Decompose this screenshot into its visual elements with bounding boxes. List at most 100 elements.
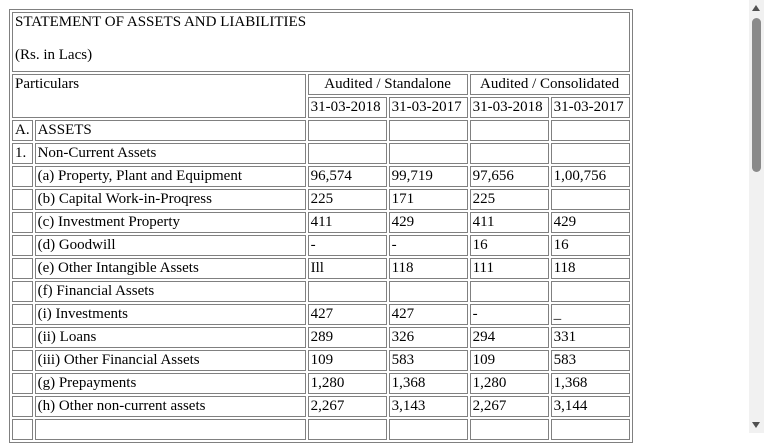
- row-serial: 1.: [12, 143, 33, 164]
- value-cell: 1,368: [550, 373, 630, 394]
- table-row: (d) Goodwill - -16 16: [12, 235, 630, 256]
- value-cell: [550, 120, 630, 141]
- date-header: 31-03-2017: [550, 97, 630, 118]
- value-cell: 171: [388, 189, 468, 210]
- row-label: (h) Other non-current assets: [34, 396, 306, 417]
- row-serial: [12, 396, 33, 417]
- table-row: (h) Other non-current assets 2,267 3,143 2,…: [12, 396, 630, 417]
- row-label: (c) Investment Property: [34, 212, 306, 233]
- statement-title: STATEMENT OF ASSETS AND LIABILITIES: [15, 14, 307, 30]
- row-label: (a) Property, Plant and Equipment: [34, 166, 306, 187]
- value-cell: 2,267: [307, 396, 387, 417]
- row-label: Non-Current Assets: [34, 143, 306, 164]
- value-cell: 225: [469, 189, 549, 210]
- value-cell: 97,656: [469, 166, 549, 187]
- value-cell: [550, 281, 630, 302]
- value-cell: [550, 143, 630, 164]
- scroll-up-arrow-icon[interactable]: [752, 5, 760, 11]
- row-label: ASSETS: [34, 120, 306, 141]
- standalone-group-header: Audited / Standalone: [307, 74, 468, 95]
- value-cell: 111: [469, 258, 549, 279]
- table-row: (ii) Loans 289 326 294 331: [12, 327, 630, 348]
- row-serial: [12, 419, 33, 440]
- value-cell: [307, 143, 387, 164]
- row-serial: [12, 235, 33, 256]
- value-cell: 1,280: [307, 373, 387, 394]
- value-cell: [388, 419, 468, 440]
- value-cell: 1,280: [469, 373, 549, 394]
- value-cell: 331: [550, 327, 630, 348]
- value-cell: 96,574: [307, 166, 387, 187]
- value-cell: [469, 419, 549, 440]
- value-cell: -: [469, 304, 549, 325]
- vertical-scrollbar[interactable]: [749, 0, 764, 433]
- value-cell: 118: [388, 258, 468, 279]
- value-cell: _: [550, 304, 630, 325]
- value-cell: [550, 419, 630, 440]
- value-cell: 16: [550, 235, 630, 256]
- date-header: 31-03-2018: [307, 97, 387, 118]
- value-cell: 118: [550, 258, 630, 279]
- table-row: (e) Other Intangible Assets Ill 118 111 118: [12, 258, 630, 279]
- table-row: (b) Capital Work-in-Proqress 225 171 225: [12, 189, 630, 210]
- value-cell: 427: [388, 304, 468, 325]
- value-cell: 99,719: [388, 166, 468, 187]
- value-cell: 429: [388, 212, 468, 233]
- value-cell: 109: [469, 350, 549, 371]
- table-row: (c) Investment Property 411 429 411 429: [12, 212, 630, 233]
- row-serial: [12, 189, 33, 210]
- consolidated-group-header: Audited / Consolidated: [469, 74, 630, 95]
- value-cell: [307, 120, 387, 141]
- row-label: (ii) Loans: [34, 327, 306, 348]
- value-cell: 429: [550, 212, 630, 233]
- value-cell: -: [388, 235, 468, 256]
- row-label: (i) Investments: [34, 304, 306, 325]
- row-label: (f) Financial Assets: [34, 281, 306, 302]
- row-serial: [12, 212, 33, 233]
- value-cell: 225: [307, 189, 387, 210]
- value-cell: 1,00,756: [550, 166, 630, 187]
- value-cell: 109: [307, 350, 387, 371]
- title-cell: STATEMENT OF ASSETS AND LIABILITIES (Rs.…: [12, 12, 630, 72]
- table-row: (f) Financial Assets: [12, 281, 630, 302]
- row-serial: [12, 304, 33, 325]
- value-cell: [469, 143, 549, 164]
- value-cell: 583: [388, 350, 468, 371]
- value-cell: 427: [307, 304, 387, 325]
- row-label: (d) Goodwill: [34, 235, 306, 256]
- value-cell: 16: [469, 235, 549, 256]
- row-serial: [12, 166, 33, 187]
- scroll-down-arrow-icon[interactable]: [752, 422, 760, 428]
- table-row: [12, 419, 630, 440]
- value-cell: [307, 281, 387, 302]
- value-cell: 3,143: [388, 396, 468, 417]
- table-row: (a) Property, Plant and Equipment 96,574 9…: [12, 166, 630, 187]
- statement-document: STATEMENT OF ASSETS AND LIABILITIES (Rs.…: [9, 9, 633, 443]
- value-cell: [388, 281, 468, 302]
- table-row: 1. Non-Current Assets: [12, 143, 630, 164]
- value-cell: [388, 143, 468, 164]
- value-cell: 2,267: [469, 396, 549, 417]
- row-label: (e) Other Intangible Assets: [34, 258, 306, 279]
- group-header-row: Particulars Audited / Standalone Audited…: [12, 74, 630, 118]
- row-serial: [12, 327, 33, 348]
- row-label: (iii) Other Financial Assets: [34, 350, 306, 371]
- row-serial: [12, 350, 33, 371]
- table-row: (g) Prepayments 1,280 1,368 1,280 1,368: [12, 373, 630, 394]
- value-cell: Ill: [307, 258, 387, 279]
- value-cell: 289: [307, 327, 387, 348]
- value-cell: 583: [550, 350, 630, 371]
- unit-note: (Rs. in Lacs): [15, 47, 93, 63]
- row-label: (b) Capital Work-in-Proqress: [34, 189, 306, 210]
- value-cell: [469, 281, 549, 302]
- value-cell: 3,144: [550, 396, 630, 417]
- scrollbar-thumb[interactable]: [752, 18, 761, 172]
- table-row: A. ASSETS: [12, 120, 630, 141]
- row-serial: A.: [12, 120, 33, 141]
- value-cell: 294: [469, 327, 549, 348]
- table-row: (iii) Other Financial Assets 109 583 109 583: [12, 350, 630, 371]
- value-cell: 1,368: [388, 373, 468, 394]
- value-cell: 326: [388, 327, 468, 348]
- row-serial: [12, 258, 33, 279]
- row-serial: [12, 281, 33, 302]
